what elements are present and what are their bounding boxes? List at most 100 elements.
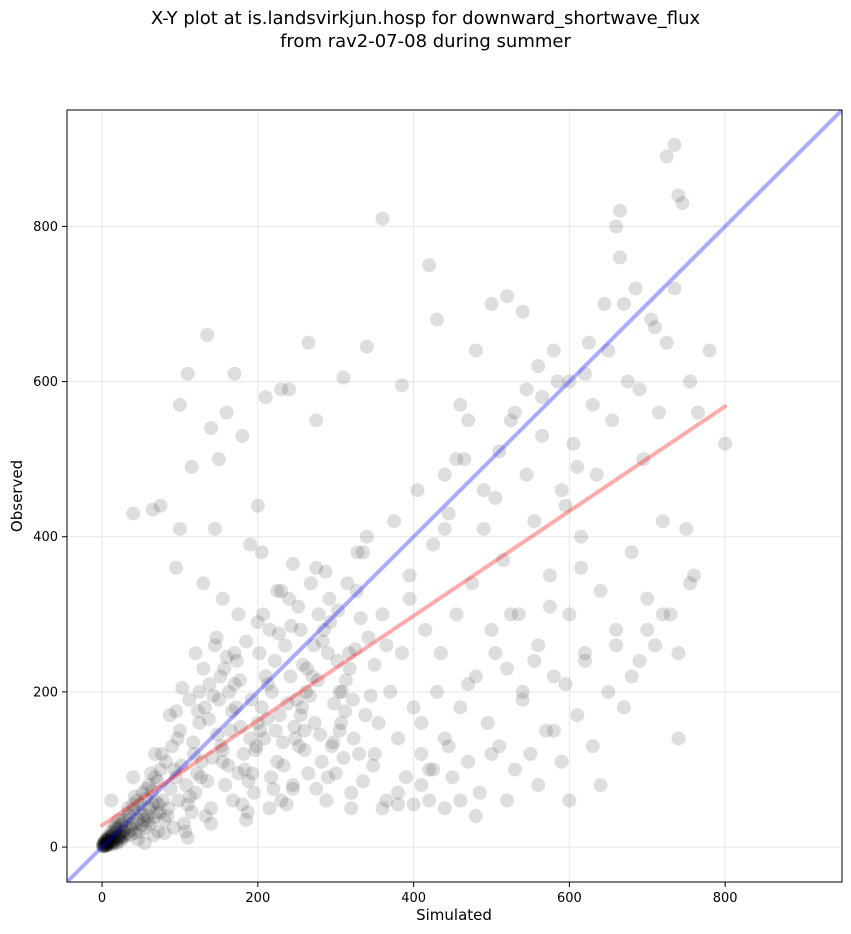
data-point bbox=[206, 688, 221, 703]
data-point bbox=[117, 828, 132, 843]
data-point bbox=[387, 514, 402, 529]
data-point bbox=[196, 661, 211, 676]
data-point bbox=[484, 746, 499, 761]
y-tick-label: 200 bbox=[33, 685, 58, 700]
data-point bbox=[115, 824, 130, 839]
data-point bbox=[546, 343, 561, 358]
data-point bbox=[577, 653, 592, 668]
data-point bbox=[186, 735, 201, 750]
data-point bbox=[527, 514, 542, 529]
data-point bbox=[367, 746, 382, 761]
data-point bbox=[112, 829, 127, 844]
data-point bbox=[129, 816, 144, 831]
data-point bbox=[285, 781, 300, 796]
data-point bbox=[394, 646, 409, 661]
data-point bbox=[358, 708, 373, 723]
data-point bbox=[104, 824, 119, 839]
data-point bbox=[457, 452, 472, 467]
data-point bbox=[239, 634, 254, 649]
data-point bbox=[437, 731, 452, 746]
data-point bbox=[253, 723, 268, 738]
data-point bbox=[609, 219, 624, 234]
data-point bbox=[613, 250, 628, 265]
data-point bbox=[169, 560, 184, 575]
data-point bbox=[229, 700, 244, 715]
data-point bbox=[201, 712, 216, 727]
data-point bbox=[468, 809, 483, 824]
data-point bbox=[659, 335, 674, 350]
data-point bbox=[119, 819, 134, 834]
data-point bbox=[113, 833, 128, 848]
data-point bbox=[346, 731, 361, 746]
data-point bbox=[100, 831, 115, 846]
data-point bbox=[515, 684, 530, 699]
data-point bbox=[414, 778, 429, 793]
data-point bbox=[366, 758, 381, 773]
data-point bbox=[184, 459, 199, 474]
data-point bbox=[476, 521, 491, 536]
data-point bbox=[104, 828, 119, 843]
data-point bbox=[441, 739, 456, 754]
data-point bbox=[151, 797, 166, 812]
data-point bbox=[96, 839, 111, 854]
data-point bbox=[558, 677, 573, 692]
data-point bbox=[130, 812, 145, 827]
data-point bbox=[142, 801, 157, 816]
data-point bbox=[106, 833, 121, 848]
data-point bbox=[163, 781, 178, 796]
data-point bbox=[331, 603, 346, 618]
data-point bbox=[570, 708, 585, 723]
data-point bbox=[126, 802, 141, 817]
data-point bbox=[223, 723, 238, 738]
data-point bbox=[281, 382, 296, 397]
data-point bbox=[105, 826, 120, 841]
data-point bbox=[148, 746, 163, 761]
data-point bbox=[143, 816, 158, 831]
data-point bbox=[95, 837, 110, 852]
data-point bbox=[123, 828, 138, 843]
data-point bbox=[655, 514, 670, 529]
data-point bbox=[519, 467, 534, 482]
data-point bbox=[162, 708, 177, 723]
data-point bbox=[116, 813, 131, 828]
data-point bbox=[105, 836, 120, 851]
data-point bbox=[192, 684, 207, 699]
data-point bbox=[322, 591, 337, 606]
data-point bbox=[341, 646, 356, 661]
data-point bbox=[207, 521, 222, 536]
data-point bbox=[243, 731, 258, 746]
data-point bbox=[355, 545, 370, 560]
data-point bbox=[375, 211, 390, 226]
data-point bbox=[687, 568, 702, 583]
data-point bbox=[97, 836, 112, 851]
data-point bbox=[558, 498, 573, 513]
data-point bbox=[391, 785, 406, 800]
data-point bbox=[299, 661, 314, 676]
trend-lines bbox=[67, 110, 842, 882]
data-point bbox=[171, 793, 186, 808]
data-point bbox=[157, 826, 172, 841]
data-point bbox=[476, 483, 491, 498]
data-point bbox=[141, 778, 156, 793]
data-point bbox=[640, 622, 655, 637]
data-point bbox=[352, 746, 367, 761]
data-point bbox=[102, 830, 117, 845]
data-point bbox=[644, 312, 659, 327]
data-point bbox=[383, 684, 398, 699]
data-point bbox=[285, 556, 300, 571]
data-point bbox=[246, 785, 261, 800]
data-point bbox=[104, 834, 119, 849]
data-point bbox=[200, 774, 215, 789]
data-point bbox=[379, 793, 394, 808]
data-point bbox=[103, 835, 118, 850]
data-point bbox=[113, 830, 128, 845]
data-point bbox=[262, 801, 277, 816]
chart-title-line-1: X-Y plot at is.landsvirkjun.hosp for dow… bbox=[150, 8, 701, 29]
data-point bbox=[295, 700, 310, 715]
data-point bbox=[422, 762, 437, 777]
data-point bbox=[126, 770, 141, 785]
data-point bbox=[166, 820, 181, 835]
data-point bbox=[293, 708, 308, 723]
x-tick-label: 200 bbox=[245, 891, 270, 906]
data-point bbox=[264, 684, 279, 699]
